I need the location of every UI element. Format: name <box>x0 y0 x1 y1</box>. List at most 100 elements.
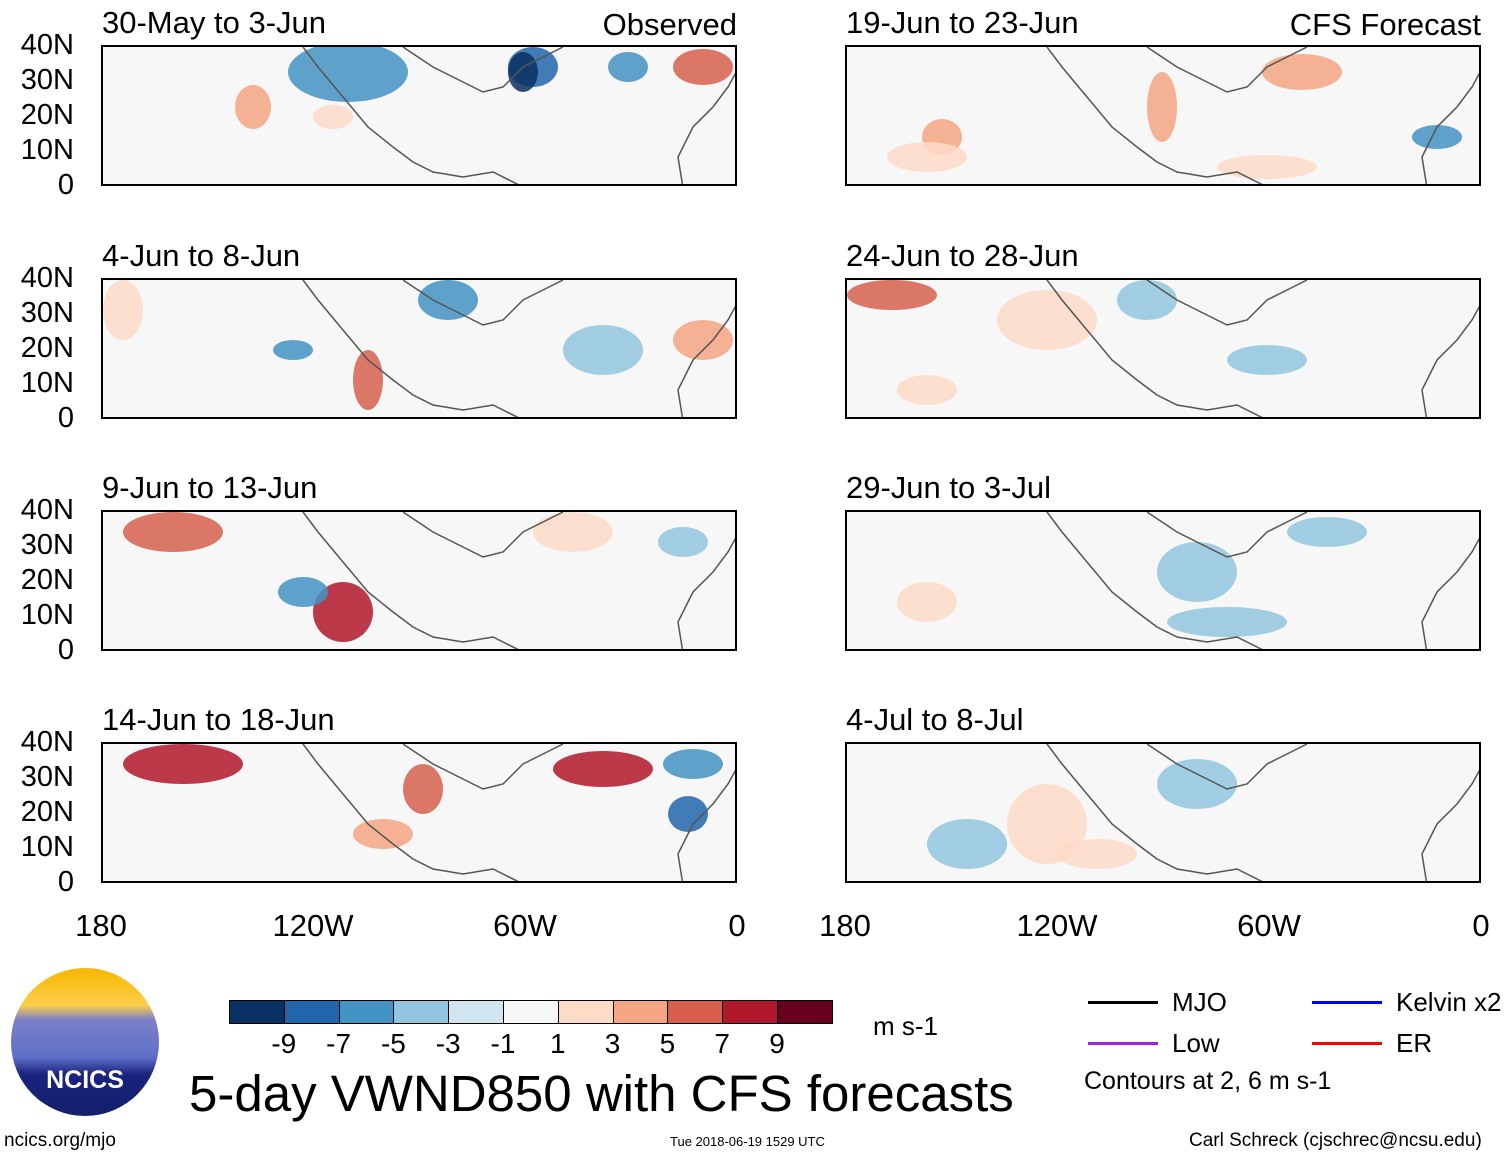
panel-title: 4-Jul to 8-Jul <box>846 702 1024 737</box>
anomaly-shading <box>508 52 538 92</box>
map-panel <box>845 510 1481 651</box>
lat-label: 30N <box>20 64 74 96</box>
map-panel <box>845 45 1481 186</box>
lat-label: 30N <box>20 761 74 793</box>
lat-label: 10N <box>20 134 74 166</box>
lat-label: 40N <box>20 262 74 294</box>
anomaly-shading <box>658 527 708 557</box>
contours-note: Contours at 2, 6 m s-1 <box>1084 1067 1332 1095</box>
lat-label: 40N <box>20 494 74 526</box>
panel-title: 24-Jun to 28-Jun <box>846 238 1079 273</box>
anomaly-shading <box>897 582 957 622</box>
colorbar-label: 7 <box>714 1028 730 1059</box>
legend-label: Kelvin x2 <box>1396 987 1502 1017</box>
colorbar-units: m s-1 <box>873 1011 938 1041</box>
map-panel <box>101 742 737 883</box>
anomaly-shading <box>1117 280 1177 320</box>
lon-label: 120W <box>1016 908 1098 943</box>
anomaly-shading <box>1227 345 1307 375</box>
coastline <box>1046 280 1479 417</box>
legend-line <box>1088 1001 1158 1004</box>
coastline <box>1046 512 1479 649</box>
anomaly-shading <box>563 325 643 375</box>
colorbar-label: 3 <box>604 1028 621 1059</box>
logo-text: NCICS <box>46 1066 124 1094</box>
anomaly-shading <box>1007 784 1087 864</box>
anomaly-shading <box>887 142 967 172</box>
anomaly-shading <box>313 105 353 129</box>
anomaly-shading <box>123 512 223 552</box>
legend-label: MJO <box>1172 987 1227 1017</box>
anomaly-shading <box>1287 517 1367 547</box>
legend-label: Low <box>1172 1028 1220 1058</box>
colorbar-label: -9 <box>271 1028 297 1059</box>
anomaly-shading <box>608 52 648 82</box>
lon-label: 180 <box>75 908 127 943</box>
panel-title: 4-Jun to 8-Jun <box>102 238 301 273</box>
lat-label: 0 <box>57 169 74 201</box>
lat-label: 40N <box>20 726 74 758</box>
map-panel <box>845 742 1481 883</box>
lat-label: 30N <box>20 297 74 329</box>
lon-label: 0 <box>728 908 746 943</box>
lon-label: 120W <box>272 908 354 943</box>
coastline <box>302 280 735 417</box>
anomaly-shading <box>673 320 733 360</box>
colorbar-label: -7 <box>326 1028 352 1059</box>
map-panel <box>101 510 737 651</box>
colorbar-swatch <box>503 1000 559 1024</box>
anomaly-shading <box>668 796 708 832</box>
coastline <box>1046 47 1479 184</box>
anomaly-shading <box>1217 155 1317 179</box>
ncics-logo: NCICS <box>11 968 159 1116</box>
colorbar-swatch <box>777 1000 833 1024</box>
anomaly-shading <box>533 512 613 552</box>
anomaly-shading <box>553 751 653 787</box>
coastline <box>302 47 735 184</box>
lon-label: 60W <box>1237 908 1301 943</box>
anomaly-shading <box>288 47 408 102</box>
lat-label: 10N <box>20 599 74 631</box>
footer-right: Carl Schreck (cjschrec@ncsu.edu) <box>1189 1130 1482 1151</box>
legend-line <box>1312 1001 1382 1004</box>
anomaly-shading <box>927 819 1007 869</box>
anomaly-shading <box>1167 607 1287 637</box>
coastline <box>302 744 735 881</box>
colorbar-label: 5 <box>659 1028 676 1059</box>
lat-label: 20N <box>20 99 74 131</box>
anomaly-shading <box>235 85 271 129</box>
lat-label: 20N <box>20 564 74 596</box>
anomaly-shading <box>997 290 1097 350</box>
anomaly-shading <box>353 819 413 849</box>
anomaly-shading <box>273 340 313 360</box>
legend-line <box>1088 1042 1158 1045</box>
panel-title: 19-Jun to 23-Jun <box>846 5 1079 40</box>
colorbar-swatch <box>229 1000 285 1024</box>
map-panel <box>845 278 1481 419</box>
panel-tag: CFS Forecast <box>1289 7 1481 42</box>
colorbar-swatch <box>667 1000 724 1024</box>
colorbar-label: -3 <box>435 1028 461 1059</box>
figure-title: 5-day VWND850 with CFS forecasts <box>189 1065 1014 1122</box>
anomaly-shading <box>123 744 243 784</box>
anomaly-shading <box>1147 72 1177 142</box>
coastline <box>302 512 735 649</box>
anomaly-shading <box>1157 759 1237 809</box>
colorbar-swatch <box>283 1000 340 1024</box>
anomaly-shading <box>418 280 478 320</box>
anomaly-shading <box>673 49 733 85</box>
anomaly-shading <box>1057 839 1137 869</box>
panel-title: 30-May to 3-Jun <box>102 5 326 40</box>
anomaly-shading <box>1157 542 1237 602</box>
colorbar-swatch <box>722 1000 778 1024</box>
footer-left[interactable]: ncics.org/mjo <box>4 1130 116 1151</box>
colorbar-swatch <box>612 1000 669 1024</box>
colorbar-label: 9 <box>769 1028 785 1059</box>
anomaly-shading <box>313 582 373 642</box>
panel-title: 9-Jun to 13-Jun <box>102 470 318 505</box>
panel-tag: Observed <box>602 7 737 42</box>
lat-label: 0 <box>57 634 74 666</box>
lat-label: 0 <box>57 866 74 898</box>
lat-label: 30N <box>20 529 74 561</box>
